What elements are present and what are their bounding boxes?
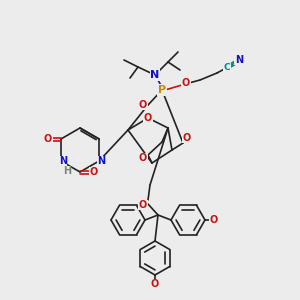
Text: O: O bbox=[139, 153, 147, 163]
Text: H: H bbox=[63, 166, 71, 176]
Text: O: O bbox=[44, 134, 52, 144]
Text: N: N bbox=[150, 70, 160, 80]
Text: O: O bbox=[139, 100, 147, 110]
Text: O: O bbox=[139, 200, 147, 210]
Text: O: O bbox=[183, 133, 191, 143]
Text: O: O bbox=[182, 78, 190, 88]
Text: N: N bbox=[59, 156, 67, 166]
Text: O: O bbox=[144, 113, 152, 123]
Text: N: N bbox=[235, 55, 243, 65]
Text: C: C bbox=[224, 64, 230, 73]
Text: N: N bbox=[97, 156, 105, 166]
Text: O: O bbox=[210, 215, 218, 225]
Text: O: O bbox=[90, 167, 98, 177]
Text: O: O bbox=[151, 279, 159, 289]
Text: P: P bbox=[158, 85, 166, 95]
